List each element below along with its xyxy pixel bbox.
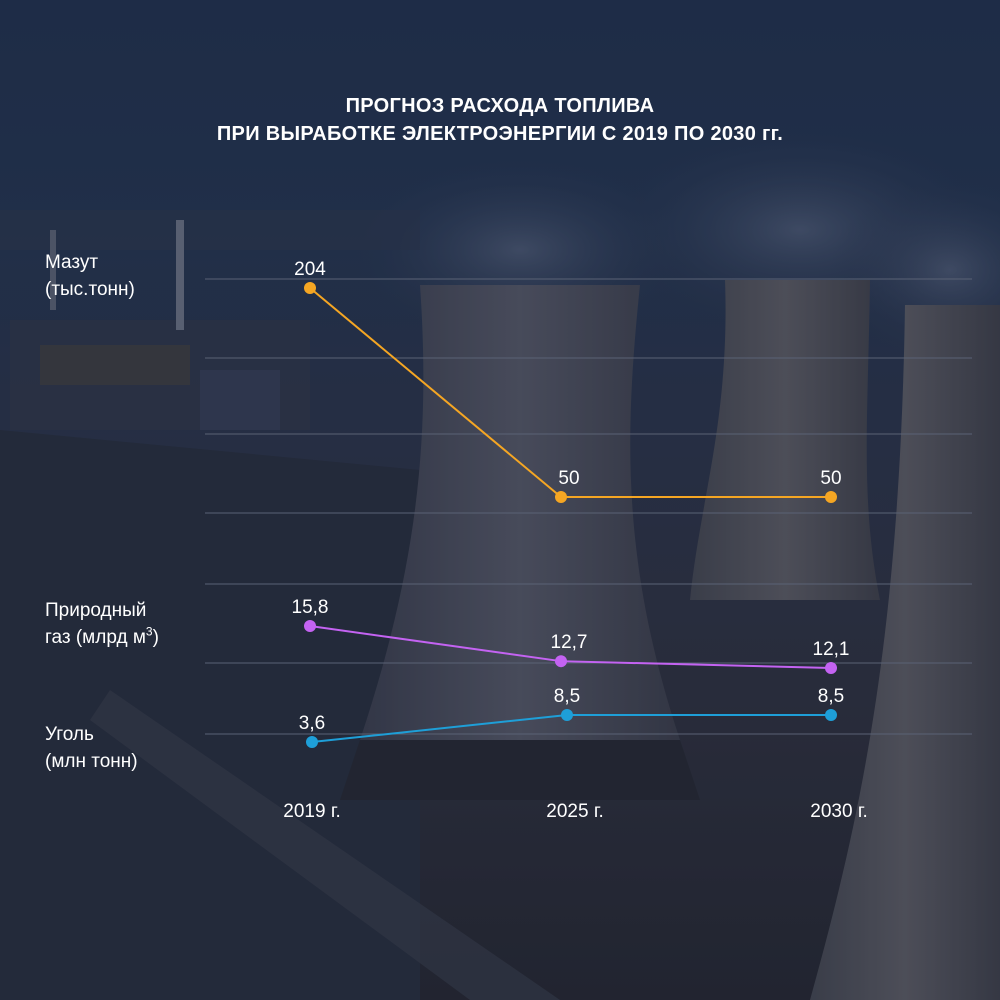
data-point-1-2: [825, 662, 837, 674]
row-label-mazut-line2: (тыс.тонн): [45, 279, 135, 300]
data-label-1-0: 15,8: [292, 597, 329, 618]
data-label-0-0: 204: [294, 259, 326, 280]
row-label-mazut: Мазут (тыс.тонн): [45, 249, 135, 303]
data-point-0-1: [555, 491, 567, 503]
row-label-coal: Уголь (млн тонн): [45, 721, 138, 775]
chart-title: ПРОГНОЗ РАСХОДА ТОПЛИВА ПРИ ВЫРАБОТКЕ ЭЛ…: [0, 92, 1000, 148]
data-point-2-0: [306, 736, 318, 748]
row-label-gas: Природный газ (млрд м3): [45, 597, 159, 651]
data-label-1-2: 12,1: [813, 639, 850, 660]
series-line-2: [311, 714, 831, 743]
x-tick-label-2: 2030 г.: [810, 801, 867, 822]
data-point-0-2: [825, 491, 837, 503]
x-tick-label-1: 2025 г.: [546, 801, 603, 822]
row-label-gas-line1: Природный: [45, 600, 147, 621]
chart-title-line2: ПРИ ВЫРАБОТКЕ ЭЛЕКТРОЭНЕРГИИ С 2019 ПО 2…: [216, 123, 784, 145]
row-label-gas-unit-end: ): [152, 627, 159, 648]
x-tick-label-0: 2019 г.: [283, 801, 340, 822]
row-label-mazut-line1: Мазут: [45, 252, 99, 273]
row-label-gas-line2: газ (млрд м3): [45, 624, 159, 651]
data-point-2-2: [825, 709, 837, 721]
data-label-0-2: 50: [820, 468, 841, 489]
row-label-coal-line1: Уголь: [45, 724, 94, 745]
chart-title-line1: ПРОГНОЗ РАСХОДА ТОПЛИВА: [345, 95, 655, 117]
row-label-gas-unit: газ (млрд м: [45, 627, 146, 648]
row-label-coal-line2: (млн тонн): [45, 751, 138, 772]
series-line-0: [309, 287, 831, 498]
data-point-0-0: [304, 282, 316, 294]
data-point-1-1: [555, 655, 567, 668]
data-label-2-2: 8,5: [818, 686, 844, 707]
data-point-2-1: [561, 709, 573, 721]
data-point-1-0: [304, 620, 316, 632]
data-label-2-0: 3,6: [299, 713, 325, 734]
data-label-0-1: 50: [558, 468, 579, 489]
data-label-2-1: 8,5: [554, 686, 580, 707]
row-label-gas-superscript: 3: [145, 624, 153, 639]
data-label-1-1: 12,7: [551, 632, 588, 653]
